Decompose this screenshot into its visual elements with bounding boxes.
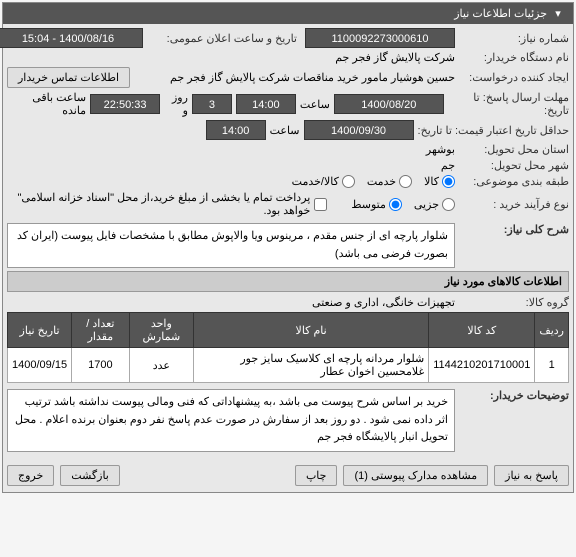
table-row[interactable]: 1 1144210201710001 شلوار مردانه پارچه ای… bbox=[8, 348, 569, 383]
announce-value: 1400/08/16 - 15:04 bbox=[0, 28, 143, 48]
back-button[interactable]: بازگشت bbox=[60, 465, 120, 486]
validity-time: 14:00 bbox=[206, 120, 266, 140]
contact-buyer-button[interactable]: اطلاعات تماس خریدار bbox=[7, 67, 130, 88]
proc-medium-option[interactable]: متوسط bbox=[351, 198, 402, 211]
remaining-label: ساعت باقی مانده bbox=[7, 91, 86, 117]
buyer-notes-text: خرید بر اساس شرح پیوست می باشد ،به پیشنه… bbox=[7, 389, 455, 452]
cell-date: 1400/09/15 bbox=[8, 348, 72, 383]
cat-goods-radio[interactable] bbox=[442, 175, 455, 188]
cat-service-option[interactable]: خدمت bbox=[367, 175, 412, 188]
creator-label: ایجاد کننده درخواست: bbox=[459, 71, 569, 84]
buyer-value: شرکت پالایش گاز فجر جم bbox=[335, 51, 455, 64]
niaz-number-label: شماره نیاز: bbox=[459, 32, 569, 45]
announce-label: تاریخ و ساعت اعلان عمومی: bbox=[147, 32, 297, 45]
proc-partial-option[interactable]: جزیی bbox=[414, 198, 455, 211]
countdown: 22:50:33 bbox=[90, 94, 160, 114]
th-code: کد کالا bbox=[429, 313, 535, 348]
city-label: شهر محل تحویل: bbox=[459, 159, 569, 172]
main-panel: ▾ جزئیات اطلاعات نیاز شماره نیاز: 110009… bbox=[2, 2, 574, 493]
cell-row: 1 bbox=[535, 348, 569, 383]
table-header-row: ردیف کد کالا نام کالا واحد شمارش تعداد /… bbox=[8, 313, 569, 348]
th-date: تاریخ نیاز bbox=[8, 313, 72, 348]
th-name: نام کالا bbox=[194, 313, 429, 348]
panel-title: جزئیات اطلاعات نیاز bbox=[454, 7, 547, 20]
proc-partial-radio[interactable] bbox=[442, 198, 455, 211]
print-button[interactable]: چاپ bbox=[295, 465, 338, 486]
deadline-date: 1400/08/20 bbox=[334, 94, 444, 114]
attachments-button[interactable]: مشاهده مدارک پیوستی (1) bbox=[343, 465, 488, 486]
buyer-label: نام دستگاه خریدار: bbox=[459, 51, 569, 64]
cell-code: 1144210201710001 bbox=[429, 348, 535, 383]
th-qty: تعداد / مقدار bbox=[72, 313, 130, 348]
exit-button[interactable]: خروج bbox=[7, 465, 54, 486]
deadline-label: مهلت ارسال پاسخ: تا تاریخ: bbox=[448, 91, 569, 117]
bottom-actions: پاسخ به نیاز مشاهده مدارک پیوستی (1) چاپ… bbox=[3, 459, 573, 492]
cat-service-radio[interactable] bbox=[399, 175, 412, 188]
cell-name: شلوار مردانه پارچه ای کلاسیک سایز جور غل… bbox=[194, 348, 429, 383]
cell-unit: عدد bbox=[129, 348, 193, 383]
niaz-number-value: 1100092273000610 bbox=[305, 28, 455, 48]
province-label: استان محل تحویل: bbox=[459, 143, 569, 156]
cell-qty: 1700 bbox=[72, 348, 130, 383]
payment-note-text: پرداخت تمام یا بخشی از مبلغ خرید،از محل … bbox=[7, 191, 310, 217]
panel-header: ▾ جزئیات اطلاعات نیاز bbox=[3, 3, 573, 24]
group-label: گروه کالا: bbox=[459, 296, 569, 309]
desc-label: شرح کلی نیاز: bbox=[459, 223, 569, 236]
th-row: ردیف bbox=[535, 313, 569, 348]
time-label-2: ساعت bbox=[270, 124, 300, 137]
process-label: نوع فرآیند خرید : bbox=[459, 198, 569, 211]
validity-label: حداقل تاریخ اعتبار قیمت: تا تاریخ: bbox=[418, 124, 569, 137]
items-table: ردیف کد کالا نام کالا واحد شمارش تعداد /… bbox=[7, 312, 569, 383]
items-section-title: اطلاعات کالاهای مورد نیاز bbox=[7, 271, 569, 292]
cat-both-option[interactable]: کالا/خدمت bbox=[292, 175, 355, 188]
payment-note-check: پرداخت تمام یا بخشی از مبلغ خرید،از محل … bbox=[7, 191, 327, 217]
deadline-time: 14:00 bbox=[236, 94, 296, 114]
category-label: طبقه بندی موضوعی: bbox=[459, 175, 569, 188]
reply-button[interactable]: پاسخ به نیاز bbox=[494, 465, 569, 486]
desc-text: شلوار پارچه ای از جنس مقدم ، مرینوس ویا … bbox=[7, 223, 455, 268]
category-radio-group: کالا خدمت کالا/خدمت bbox=[292, 175, 455, 188]
buyer-notes-label: توضیحات خریدار: bbox=[459, 389, 569, 402]
days-count: 3 bbox=[192, 94, 232, 114]
province-value: بوشهر bbox=[426, 143, 455, 156]
process-radio-group: جزیی متوسط bbox=[351, 198, 455, 211]
time-label-1: ساعت bbox=[300, 98, 330, 111]
group-value: تجهیزات خانگی، اداری و صنعتی bbox=[312, 296, 455, 309]
validity-date: 1400/09/30 bbox=[304, 120, 414, 140]
proc-medium-radio[interactable] bbox=[389, 198, 402, 211]
cat-both-radio[interactable] bbox=[342, 175, 355, 188]
th-unit: واحد شمارش bbox=[129, 313, 193, 348]
creator-value: حسین هوشیار مامور خرید مناقصات شرکت پالا… bbox=[134, 71, 455, 84]
cat-goods-option[interactable]: کالا bbox=[424, 175, 455, 188]
collapse-icon[interactable]: ▾ bbox=[551, 7, 565, 20]
payment-checkbox[interactable] bbox=[314, 198, 327, 211]
city-value: جم bbox=[441, 159, 455, 172]
days-and-label: روز و bbox=[164, 91, 188, 117]
